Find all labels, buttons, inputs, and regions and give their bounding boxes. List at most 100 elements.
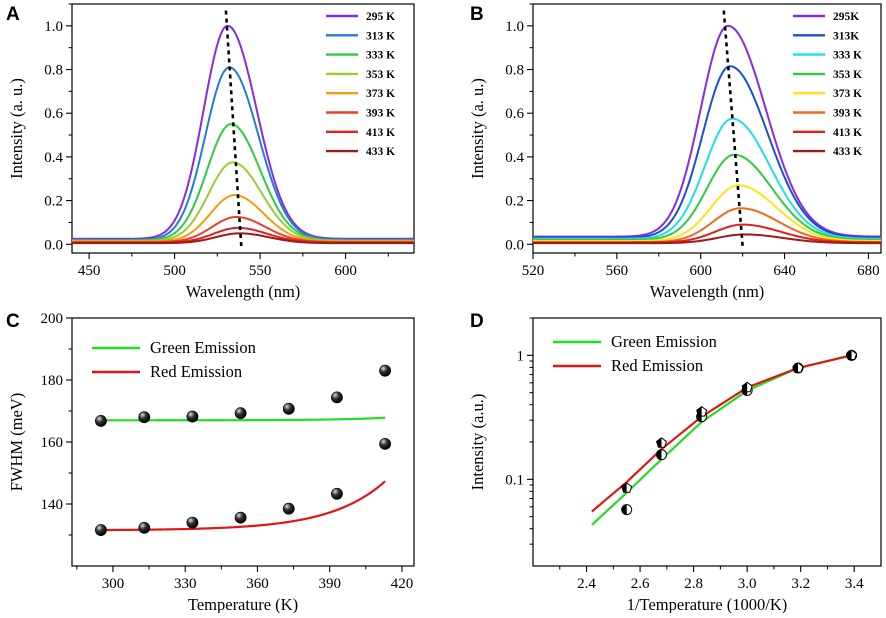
legend-label: 295 K: [366, 11, 395, 23]
x-tick-label: 520: [522, 263, 545, 279]
spectrum-line-3: [72, 161, 414, 242]
y-tick-label: 0.6: [505, 106, 524, 122]
x-tick-label: 300: [102, 576, 125, 592]
legend-label: 413 K: [366, 127, 395, 139]
data-point: [331, 487, 343, 500]
data-point: [95, 524, 107, 536]
data-point: [282, 402, 295, 415]
x-axis-title: Temperature (K): [188, 595, 298, 613]
chart-a: 450 500 550 600 0.0 0.2 0.4 0.6 0.8 1.0 Wavelength…: [7, 3, 415, 301]
y-tick-label: 1.0: [44, 19, 63, 35]
data-point-half: [656, 437, 662, 448]
y-axis-title: Intensity (a. u.): [468, 78, 487, 179]
y-tick-label: 0.1: [505, 472, 524, 488]
data-point: [234, 511, 247, 524]
y-tick-label: 140: [41, 497, 64, 513]
spectrum-line-1: [533, 65, 882, 239]
plot-frame: [532, 317, 882, 567]
legend-label: 313K: [833, 30, 859, 42]
legend-label: 295K: [833, 11, 859, 23]
data-point: [379, 437, 391, 450]
x-tick-label: 2.6: [631, 576, 650, 592]
legend-label: Red Emission: [611, 356, 703, 375]
legend-label: 333 K: [833, 50, 862, 62]
data-point: [234, 407, 247, 420]
data-point-half: [846, 350, 852, 360]
spectrum-line-1: [72, 66, 414, 241]
spectrum-line-2: [533, 117, 882, 240]
data-point-half: [656, 449, 662, 460]
x-tick-label: 330: [174, 576, 197, 592]
y-tick-label: 0.0: [44, 237, 63, 253]
chart-d: 2.4 2.6 2.8 3.0 3.2 3.4 0.1 1 1/Temperature (100…: [468, 317, 882, 614]
panel-label-d: D: [470, 311, 484, 332]
y-tick-label: 0.2: [505, 194, 524, 210]
x-axis-title: 1/Temperature (1000/K): [627, 595, 788, 613]
legend-label: Green Emission: [611, 332, 717, 351]
legend-label: 433 K: [833, 146, 862, 158]
legend-label: 393 K: [366, 108, 395, 120]
spectrum-line-7: [72, 232, 414, 245]
x-tick-label: 3.0: [738, 576, 757, 592]
data-point: [138, 521, 151, 534]
y-tick-label: 160: [41, 435, 64, 451]
peak-shift-guide-line: [722, 10, 744, 247]
legend-label: 373 K: [833, 88, 862, 100]
plot-frame: [71, 3, 415, 254]
legend-label: 393 K: [833, 108, 862, 120]
data-point-half: [696, 406, 702, 417]
chart-b: 520 560 600 640 680 0.0 0.2 0.4 0.6 0.8 1.0 Wavelen…: [468, 3, 882, 301]
y-axis-title: Intensity (a.u.): [468, 394, 487, 491]
x-tick-label: 550: [249, 263, 272, 279]
chart-c: 300 330 360 390 420 140 160 180 200 Temperature (…: [7, 311, 415, 614]
y-axis-title: FWHM (meV): [7, 393, 26, 492]
data-point: [331, 391, 343, 404]
x-tick-label: 3.2: [791, 576, 810, 592]
panel-label-b: B: [470, 4, 484, 25]
spectrum-line-2: [72, 123, 414, 242]
legend-label: 413 K: [833, 127, 862, 139]
y-tick-label: 200: [41, 311, 64, 327]
x-axis-title: Wavelength (nm): [650, 282, 765, 301]
y-tick-label: 0.6: [44, 106, 63, 122]
x-tick-label: 600: [689, 263, 712, 279]
spectrum-line-4: [533, 184, 881, 242]
data-point: [282, 502, 295, 515]
legend-label: 433 K: [366, 146, 395, 158]
y-tick-label: 0.0: [505, 237, 524, 253]
panel-label-a: A: [6, 4, 20, 25]
y-tick-label: 0.8: [44, 63, 63, 79]
y-tick-label: 1: [517, 348, 525, 364]
legend-label: 353 K: [833, 69, 862, 81]
y-tick-label: 1.0: [505, 19, 524, 35]
x-tick-label: 560: [606, 263, 629, 279]
y-tick-label: 0.4: [44, 150, 63, 166]
legend-label: 373 K: [366, 88, 395, 100]
fit-curve-0: [591, 354, 852, 526]
spectrum-line-0: [72, 24, 414, 240]
plot-frame: [532, 3, 882, 254]
x-tick-label: 450: [78, 263, 101, 279]
y-tick-label: 0.4: [505, 150, 524, 166]
data-point: [138, 411, 151, 424]
data-point: [186, 410, 199, 423]
legend-label: Green Emission: [150, 338, 256, 357]
legend-label: 313 K: [366, 30, 395, 42]
legend-label: Red Emission: [150, 362, 242, 381]
x-tick-label: 680: [857, 263, 880, 279]
data-point: [186, 516, 199, 529]
y-tick-label: 0.8: [505, 63, 524, 79]
x-tick-label: 3.4: [845, 576, 864, 592]
data-point: [379, 364, 391, 377]
spectrum-line-7: [533, 233, 881, 245]
x-tick-label: 640: [773, 263, 796, 279]
data-point-half: [742, 382, 748, 392]
y-tick-label: 180: [41, 373, 64, 389]
x-tick-label: 2.8: [684, 576, 703, 592]
panel-label-c: C: [6, 311, 20, 332]
y-axis-title: Intensity (a. u.): [7, 78, 26, 179]
x-tick-label: 600: [334, 263, 357, 279]
legend-label: 333 K: [366, 50, 395, 62]
spectrum-line-0: [533, 24, 882, 238]
